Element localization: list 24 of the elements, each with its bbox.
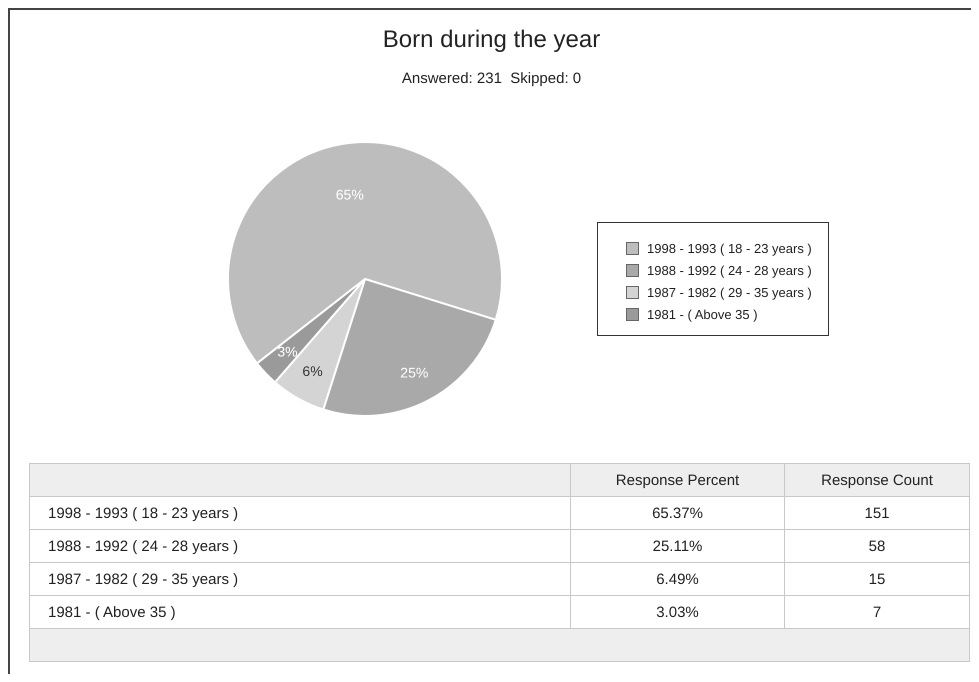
text: 7 — [872, 604, 882, 620]
chart-title: Born during the year — [382, 26, 602, 54]
text: 58 — [868, 538, 886, 554]
category-label: 1998 - 1993 ( 18 - 23 years ) — [48, 504, 238, 522]
category-label: 1981 - ( Above 35 ) — [48, 604, 176, 620]
text: 6.49% — [656, 570, 699, 588]
text: 15 — [868, 570, 886, 588]
chart-subtitle: Answered: 231 Skipped: 0 — [400, 70, 582, 87]
text: 3.03% — [656, 604, 699, 620]
text: Response Count — [784, 464, 970, 496]
data-label: 6% — [302, 362, 323, 379]
text: Response Percent — [570, 464, 784, 496]
text: 25.11% — [652, 538, 702, 554]
legend-label: 1987 - 1982 ( 29 - 35 years ) — [647, 284, 812, 300]
data-label: 65% — [336, 186, 364, 202]
data-label: 3% — [277, 343, 298, 360]
category-label: 1987 - 1982 ( 29 - 35 years ) — [48, 570, 238, 588]
legend-label: 1988 - 1992 ( 24 - 28 years ) — [647, 262, 812, 278]
legend-label: 1981 - ( Above 35 ) — [647, 306, 758, 322]
text: 65.37% — [652, 504, 703, 522]
text: 151 — [864, 504, 890, 522]
category-label: 1988 - 1992 ( 24 - 28 years ) — [48, 538, 238, 554]
data-label: 25% — [400, 364, 428, 381]
legend-label: 1998 - 1993 ( 18 - 23 years ) — [647, 240, 812, 256]
